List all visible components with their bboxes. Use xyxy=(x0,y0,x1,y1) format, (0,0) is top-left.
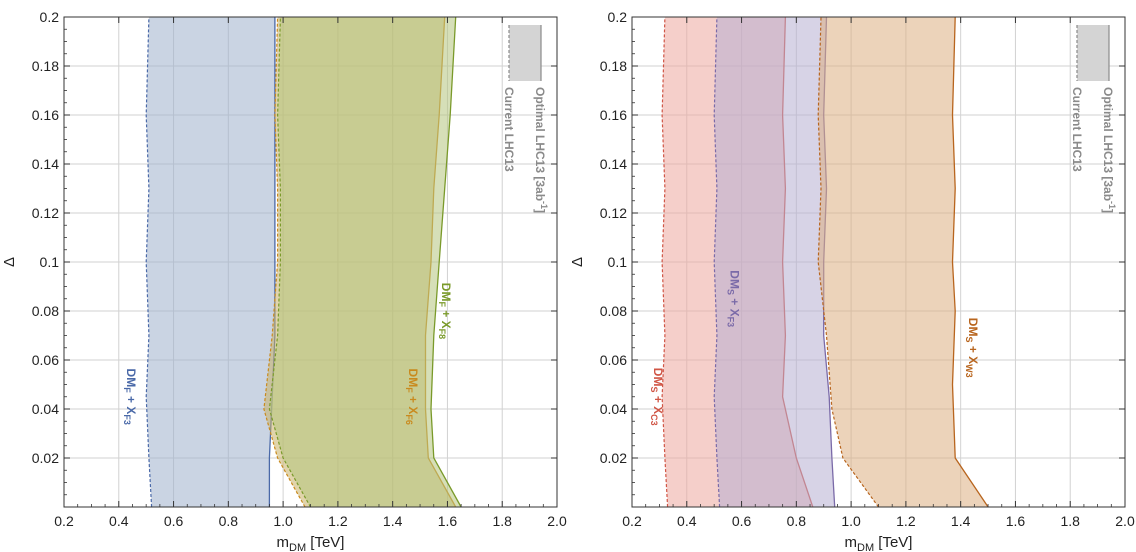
legend-current-label: Current LHC13 xyxy=(1070,87,1084,172)
x-tick-label: 0.4 xyxy=(677,513,697,529)
y-tick-label: 0.04 xyxy=(600,401,627,417)
y-tick-label: 0.12 xyxy=(600,205,627,221)
band-label-2: DMS + XF3 xyxy=(726,270,742,327)
current-reach-line-3 xyxy=(268,16,312,508)
y-tick-label: 0.16 xyxy=(32,107,59,123)
legend-swatch xyxy=(509,25,541,81)
y-tick-label: 0.1 xyxy=(40,254,60,270)
x-tick-label: 1.8 xyxy=(1060,513,1080,529)
x-axis-label: mDM [TeV] xyxy=(277,534,345,552)
y-tick-label: 0.02 xyxy=(600,450,627,466)
band-label-1: DMS + XC3 xyxy=(649,368,665,426)
x-tick-label: 1.4 xyxy=(383,513,403,529)
current-reach-line-1 xyxy=(145,16,153,508)
y-axis-label: Δ xyxy=(1,257,18,267)
current-reach-line-2 xyxy=(713,16,721,508)
x-tick-label: 1.0 xyxy=(273,513,293,529)
y-tick-label: 0.1 xyxy=(608,254,628,270)
current-reach-line-1 xyxy=(661,16,669,508)
y-tick-label: 0.06 xyxy=(32,352,59,368)
y-tick-label: 0.06 xyxy=(600,352,627,368)
x-tick-label: 0.8 xyxy=(219,513,239,529)
x-axis-label: mDM [TeV] xyxy=(845,534,913,552)
chart-panel-1: 0.2 0.4 0.6 0.8 1.0 1.2 1.4 1.6 1.8 2.0 0.02 0.04 0.… xyxy=(1,9,567,552)
band-label-3: DMS + XW3 xyxy=(964,318,980,378)
x-tick-label: 1.6 xyxy=(1006,513,1026,529)
y-tick-label: 0.18 xyxy=(32,58,59,74)
current-reach-line-2 xyxy=(263,16,306,508)
x-tick-label: 2.0 xyxy=(1115,513,1135,529)
reach-band-3 xyxy=(269,17,462,507)
band-label-3: DMF + XF8 xyxy=(437,283,453,339)
x-tick-label: 0.6 xyxy=(732,513,752,529)
y-axis-label: Δ xyxy=(569,257,586,267)
y-tick-label: 0.12 xyxy=(32,205,59,221)
legend-optimal-label: Optimal LHC13 [3ab-1] xyxy=(1101,87,1117,213)
x-tick-label: 2.0 xyxy=(547,513,567,529)
x-tick-label: 0.2 xyxy=(54,513,74,529)
x-tick-label: 1.2 xyxy=(328,513,348,529)
band-label-2: DMF + XF6 xyxy=(404,369,420,425)
optimal-reach-line-3 xyxy=(430,16,462,508)
x-tick-label: 1.8 xyxy=(492,513,512,529)
y-tick-label: 0.2 xyxy=(40,9,60,25)
x-tick-label: 1.4 xyxy=(951,513,971,529)
y-tick-label: 0.14 xyxy=(32,156,59,172)
x-tick-label: 0.2 xyxy=(622,513,642,529)
y-tick-label: 0.08 xyxy=(600,303,627,319)
y-tick-label: 0.04 xyxy=(32,401,59,417)
y-tick-label: 0.2 xyxy=(608,9,628,25)
reach-band-1 xyxy=(146,17,275,507)
y-tick-label: 0.02 xyxy=(32,450,59,466)
x-tick-label: 1.0 xyxy=(841,513,861,529)
legend-swatch xyxy=(1077,25,1109,81)
reach-band-3 xyxy=(818,17,989,507)
y-tick-label: 0.08 xyxy=(32,303,59,319)
x-tick-label: 0.4 xyxy=(109,513,129,529)
reach-band-2 xyxy=(714,17,835,507)
y-tick-label: 0.14 xyxy=(600,156,627,172)
chart-panel-2: 0.2 0.4 0.6 0.8 1.0 1.2 1.4 1.6 1.8 2.0 0.02 0.04 0.… xyxy=(569,9,1135,552)
x-tick-label: 1.6 xyxy=(438,513,458,529)
y-tick-label: 0.18 xyxy=(600,58,627,74)
legend-optimal-label: Optimal LHC13 [3ab-1] xyxy=(533,87,549,213)
x-tick-label: 0.8 xyxy=(787,513,807,529)
legend-current-label: Current LHC13 xyxy=(502,87,516,172)
band-label-1: DMF + XF3 xyxy=(122,369,138,425)
optimal-reach-line-3 xyxy=(951,16,989,508)
x-tick-label: 1.2 xyxy=(896,513,916,529)
y-tick-label: 0.16 xyxy=(600,107,627,123)
current-reach-line-3 xyxy=(817,16,879,508)
x-tick-label: 0.6 xyxy=(164,513,184,529)
